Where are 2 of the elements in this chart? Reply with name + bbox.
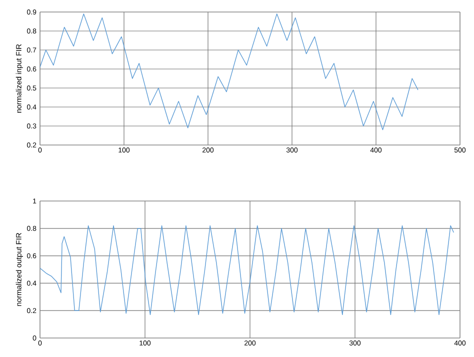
line-series <box>40 14 418 130</box>
line-series <box>40 225 454 316</box>
